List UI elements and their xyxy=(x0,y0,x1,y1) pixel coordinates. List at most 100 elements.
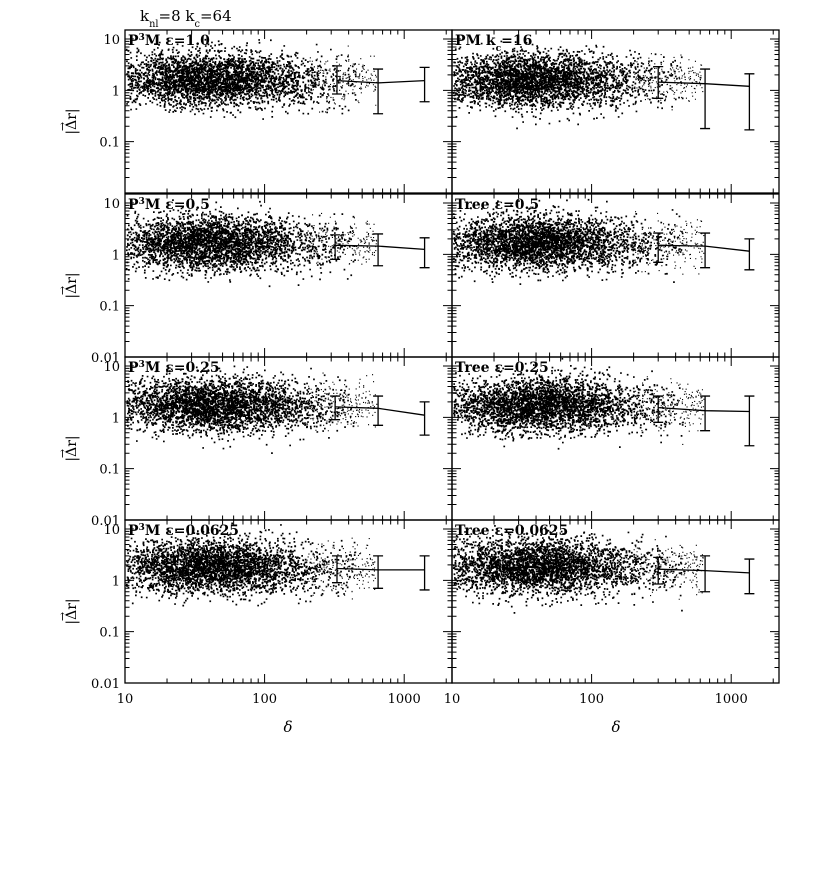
panel-frame xyxy=(124,519,453,684)
axis-ticks xyxy=(124,194,452,358)
y-axis-label: |Δr| xyxy=(64,108,80,134)
error-bar xyxy=(700,395,711,432)
error-bar xyxy=(419,555,430,591)
y-tick-label: 1 xyxy=(112,84,120,99)
x-axis-label: δ xyxy=(611,718,620,736)
y-axis-label-arrow: → xyxy=(56,612,69,621)
error-bar xyxy=(700,232,711,269)
y-tick-label: 10 xyxy=(103,197,120,212)
error-bar xyxy=(330,395,341,421)
y-tick-label: 0.01 xyxy=(91,351,120,366)
scatter-points xyxy=(453,357,705,450)
panel-label: P3M ε=1.0 xyxy=(128,32,210,50)
y-tick-label: 10 xyxy=(103,360,120,375)
y-tick-label: 0.1 xyxy=(99,463,120,478)
mean-line xyxy=(336,79,425,84)
panel-label: P3M ε=0.5 xyxy=(128,196,210,214)
axis-ticks xyxy=(124,357,452,521)
panel-pm-16: PM kc=16 xyxy=(451,29,780,194)
mean-line xyxy=(336,567,425,571)
error-bar xyxy=(744,558,755,595)
y-axis-label-arrow: → xyxy=(56,286,69,295)
error-bar xyxy=(373,68,384,115)
axis-ticks xyxy=(124,30,452,194)
panel-label: Tree ε=0.25 xyxy=(455,360,549,376)
y-tick-label: 0.01 xyxy=(91,677,120,692)
y-tick-label: 0.1 xyxy=(99,136,120,151)
panel-frame xyxy=(451,519,780,684)
axis-ticks xyxy=(451,194,779,358)
error-bar xyxy=(700,68,711,130)
scatter-points xyxy=(452,40,704,130)
y-tick-label: 0.1 xyxy=(99,300,120,315)
y-axis-label-arrow: → xyxy=(56,449,69,458)
panel-label: Tree ε=0.0625 xyxy=(455,523,568,539)
error-bar xyxy=(419,66,430,103)
y-tick-label: 1 xyxy=(112,574,120,589)
y-tick-label: 1 xyxy=(112,411,120,426)
panel-label: PM kc=16 xyxy=(455,33,532,54)
panel-tree-0.25: Tree ε=0.25 xyxy=(451,356,780,521)
panel-frame xyxy=(451,29,780,194)
error-bar xyxy=(744,73,755,131)
x-tick-label: 100 xyxy=(579,692,604,707)
scatter-points xyxy=(126,361,378,454)
panel-p3m-1.0: 10 1 0.1 |Δr|→ P3M ε=1.0 xyxy=(56,29,453,194)
y-axis-label: |Δr| xyxy=(64,435,80,461)
scatter-points xyxy=(125,199,378,288)
y-axis-label: |Δr| xyxy=(64,272,80,298)
x-tick-label: 1000 xyxy=(388,692,421,707)
axis-ticks xyxy=(124,520,452,684)
y-tick-label: 1 xyxy=(112,248,120,263)
panel-tree-0.5: Tree ε=0.5 xyxy=(451,193,780,358)
scatter-points xyxy=(452,525,704,614)
x-tick-label: 100 xyxy=(252,692,277,707)
error-bar xyxy=(373,395,384,426)
panel-tree-0.0625: 10 100 1000 Tree ε=0.0625 xyxy=(444,519,780,707)
panel-frame xyxy=(124,356,453,521)
y-axis-label-arrow: → xyxy=(56,122,69,131)
panel-p3m-0.5: 10 1 0.1 0.01 |Δr|→ P3M ε=0.5 xyxy=(56,193,453,366)
error-bar xyxy=(373,555,384,589)
error-bar xyxy=(331,65,342,95)
mean-line xyxy=(658,81,750,87)
error-bar xyxy=(744,395,755,447)
mean-line xyxy=(335,244,425,251)
panel-label: P3M ε=0.0625 xyxy=(128,522,239,540)
y-axis-label: |Δr| xyxy=(64,598,80,624)
error-bar xyxy=(744,238,755,271)
panel-label: P3M ε=0.25 xyxy=(128,359,220,377)
error-bar xyxy=(330,234,341,260)
error-bar xyxy=(373,233,384,267)
y-tick-label: 0.01 xyxy=(91,514,120,529)
y-tick-label: 10 xyxy=(103,523,120,538)
figure-header: knl=8 kc=64 xyxy=(140,7,232,30)
error-bar xyxy=(653,395,664,423)
scatter-points xyxy=(452,198,705,285)
panel-frame xyxy=(451,193,780,358)
error-bar xyxy=(331,555,342,584)
scatter-points xyxy=(125,38,378,120)
panel-p3m-0.25: 10 1 0.1 0.01 |Δr|→ P3M ε=0.25 xyxy=(56,356,453,529)
error-bar xyxy=(419,401,430,436)
y-tick-label: 0.1 xyxy=(99,626,120,641)
error-bar xyxy=(653,556,664,585)
error-bar xyxy=(653,65,664,99)
x-tick-label: 1000 xyxy=(715,692,748,707)
x-axis-label: δ xyxy=(283,718,292,736)
error-bar xyxy=(419,237,430,269)
panel-label: Tree ε=0.5 xyxy=(455,197,539,213)
axis-ticks xyxy=(451,30,779,194)
y-tick-label: 10 xyxy=(103,33,120,48)
panel-frame xyxy=(124,193,453,358)
mean-line xyxy=(658,406,750,413)
x-tick-label: 10 xyxy=(444,692,461,707)
error-bar xyxy=(700,555,711,593)
error-bar xyxy=(653,232,664,263)
x-tick-label: 10 xyxy=(117,692,134,707)
axis-ticks xyxy=(451,520,779,684)
scatter-points xyxy=(125,522,376,607)
